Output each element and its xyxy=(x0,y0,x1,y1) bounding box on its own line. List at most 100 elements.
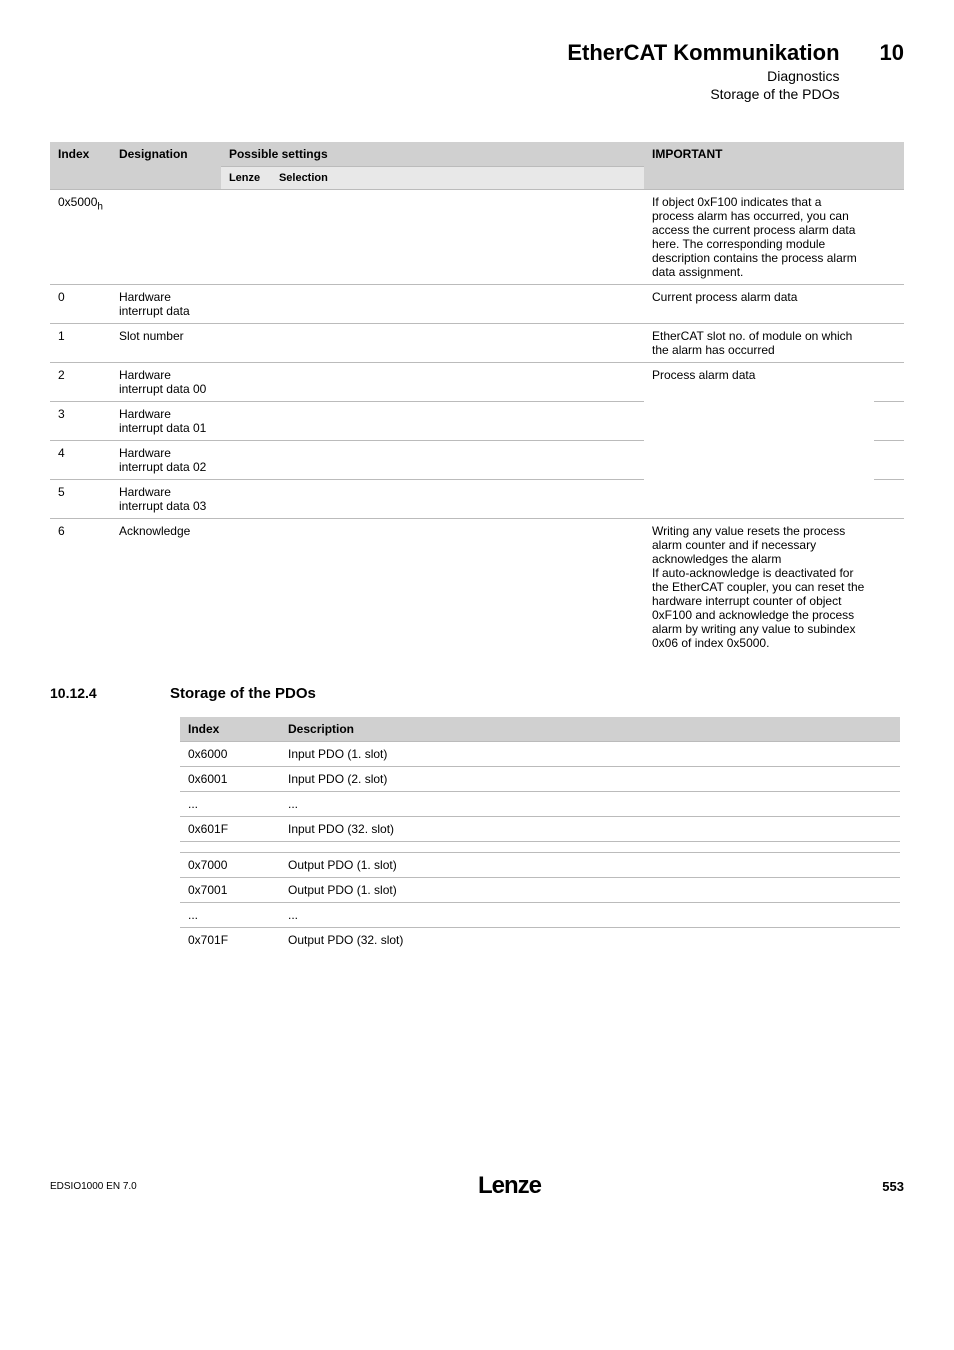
page-header: EtherCAT Kommunikation Diagnostics Stora… xyxy=(50,40,904,102)
cell-selection xyxy=(271,190,644,285)
th-designation: Designation xyxy=(111,142,221,190)
header-sub2: Storage of the PDOs xyxy=(567,86,839,102)
cell-empty xyxy=(874,480,904,519)
section-number: 10.12.4 xyxy=(50,685,130,701)
cell-lenze xyxy=(221,441,271,480)
cell-important: EtherCAT slot no. of module on which the… xyxy=(644,324,874,363)
cell-index: 0 xyxy=(50,285,111,324)
th-possible: Possible settings xyxy=(221,142,644,167)
cell-empty xyxy=(874,441,904,480)
table-row: 1Slot number EtherCAT slot no. of module … xyxy=(50,324,904,363)
table-row: 0Hardware interrupt data Current process … xyxy=(50,285,904,324)
pdo-row: 0x7001Output PDO (1. slot) xyxy=(180,878,900,903)
th-index: Index xyxy=(50,142,111,190)
cell-designation xyxy=(111,190,221,285)
cell-index: 1 xyxy=(50,324,111,363)
pdo-cell-description: Output PDO (1. slot) xyxy=(280,853,900,878)
cell-designation: Hardware interrupt data 03 xyxy=(111,480,221,519)
cell-lenze xyxy=(221,519,271,656)
pdo-cell-index: 0x6001 xyxy=(180,767,280,792)
header-section-number: 10 xyxy=(880,40,904,66)
pdo-row: 0x601FInput PDO (32. slot) xyxy=(180,817,900,842)
table-header-row-1: Index Designation Possible settings IMPO… xyxy=(50,142,904,167)
pdo-cell-description: ... xyxy=(280,792,900,817)
th-selection: Selection xyxy=(271,167,644,190)
cell-designation: Hardware interrupt data 00 xyxy=(111,363,221,402)
cell-important: Current process alarm data xyxy=(644,285,874,324)
pdo-row: 0x6001Input PDO (2. slot) xyxy=(180,767,900,792)
pdo-cell-description: Input PDO (1. slot) xyxy=(280,742,900,767)
table-row: 2Hardware interrupt data 00Process alarm… xyxy=(50,363,904,402)
cell-selection xyxy=(271,480,644,519)
th-empty xyxy=(874,142,904,190)
cell-lenze xyxy=(221,324,271,363)
cell-lenze xyxy=(221,190,271,285)
cell-important: Writing any value resets the process ala… xyxy=(644,519,874,656)
section-heading: 10.12.4 Storage of the PDOs xyxy=(50,685,904,702)
cell-lenze xyxy=(221,285,271,324)
pdo-row: ...... xyxy=(180,903,900,928)
pdo-row: ...... xyxy=(180,792,900,817)
pdo-cell-description: Input PDO (2. slot) xyxy=(280,767,900,792)
cell-designation: Slot number xyxy=(111,324,221,363)
cell-designation: Acknowledge xyxy=(111,519,221,656)
pdo-header-row: Index Description xyxy=(180,717,900,742)
pdo-row: 0x6000Input PDO (1. slot) xyxy=(180,742,900,767)
cell-index: 3 xyxy=(50,402,111,441)
th-important: IMPORTANT xyxy=(644,142,874,190)
cell-empty xyxy=(874,363,904,402)
cell-index: 6 xyxy=(50,519,111,656)
footer-logo: Lenze xyxy=(478,1172,541,1200)
pdo-row: 0x7000Output PDO (1. slot) xyxy=(180,853,900,878)
header-title: EtherCAT Kommunikation xyxy=(567,40,839,66)
page-footer: EDSIO1000 EN 7.0 Lenze 553 xyxy=(50,1172,904,1200)
pdo-cell-index: 0x701F xyxy=(180,928,280,953)
cell-lenze xyxy=(221,480,271,519)
header-sub1: Diagnostics xyxy=(567,68,839,84)
cell-selection xyxy=(271,285,644,324)
footer-page-number: 553 xyxy=(882,1179,904,1194)
th-lenze: Lenze xyxy=(221,167,271,190)
table-row: 6Acknowledge Writing any value resets the… xyxy=(50,519,904,656)
pdo-cell-index: ... xyxy=(180,903,280,928)
cell-designation: Hardware interrupt data 02 xyxy=(111,441,221,480)
pdo-cell-description: Output PDO (32. slot) xyxy=(280,928,900,953)
pdo-row: 0x701FOutput PDO (32. slot) xyxy=(180,928,900,953)
pdo-cell-index xyxy=(180,842,280,853)
cell-empty xyxy=(874,519,904,656)
th-pdo-index: Index xyxy=(180,717,280,742)
diagnostics-table: Index Designation Possible settings IMPO… xyxy=(50,142,904,655)
pdo-cell-description: Input PDO (32. slot) xyxy=(280,817,900,842)
cell-lenze xyxy=(221,363,271,402)
cell-selection xyxy=(271,519,644,656)
cell-selection xyxy=(271,402,644,441)
pdo-row xyxy=(180,842,900,853)
pdo-cell-description xyxy=(280,842,900,853)
cell-index: 5 xyxy=(50,480,111,519)
cell-empty xyxy=(874,190,904,285)
cell-index: 0x5000h xyxy=(50,190,111,285)
th-pdo-description: Description xyxy=(280,717,900,742)
cell-designation: Hardware interrupt data 01 xyxy=(111,402,221,441)
section-title: Storage of the PDOs xyxy=(170,685,316,702)
cell-index: 4 xyxy=(50,441,111,480)
cell-lenze xyxy=(221,402,271,441)
footer-docid: EDSIO1000 EN 7.0 xyxy=(50,1181,137,1192)
pdo-cell-index: 0x6000 xyxy=(180,742,280,767)
table-row: 0x5000h If object 0xF100 indicates that a… xyxy=(50,190,904,285)
cell-important: Process alarm data xyxy=(644,363,874,519)
pdo-cell-index: 0x601F xyxy=(180,817,280,842)
cell-designation: Hardware interrupt data xyxy=(111,285,221,324)
pdo-cell-index: ... xyxy=(180,792,280,817)
pdo-cell-index: 0x7001 xyxy=(180,878,280,903)
cell-empty xyxy=(874,285,904,324)
cell-index: 2 xyxy=(50,363,111,402)
cell-selection xyxy=(271,363,644,402)
cell-selection xyxy=(271,441,644,480)
pdo-cell-description: Output PDO (1. slot) xyxy=(280,878,900,903)
cell-selection xyxy=(271,324,644,363)
pdo-table: Index Description 0x6000Input PDO (1. sl… xyxy=(180,717,900,952)
cell-empty xyxy=(874,402,904,441)
cell-important: If object 0xF100 indicates that a proces… xyxy=(644,190,874,285)
pdo-cell-description: ... xyxy=(280,903,900,928)
